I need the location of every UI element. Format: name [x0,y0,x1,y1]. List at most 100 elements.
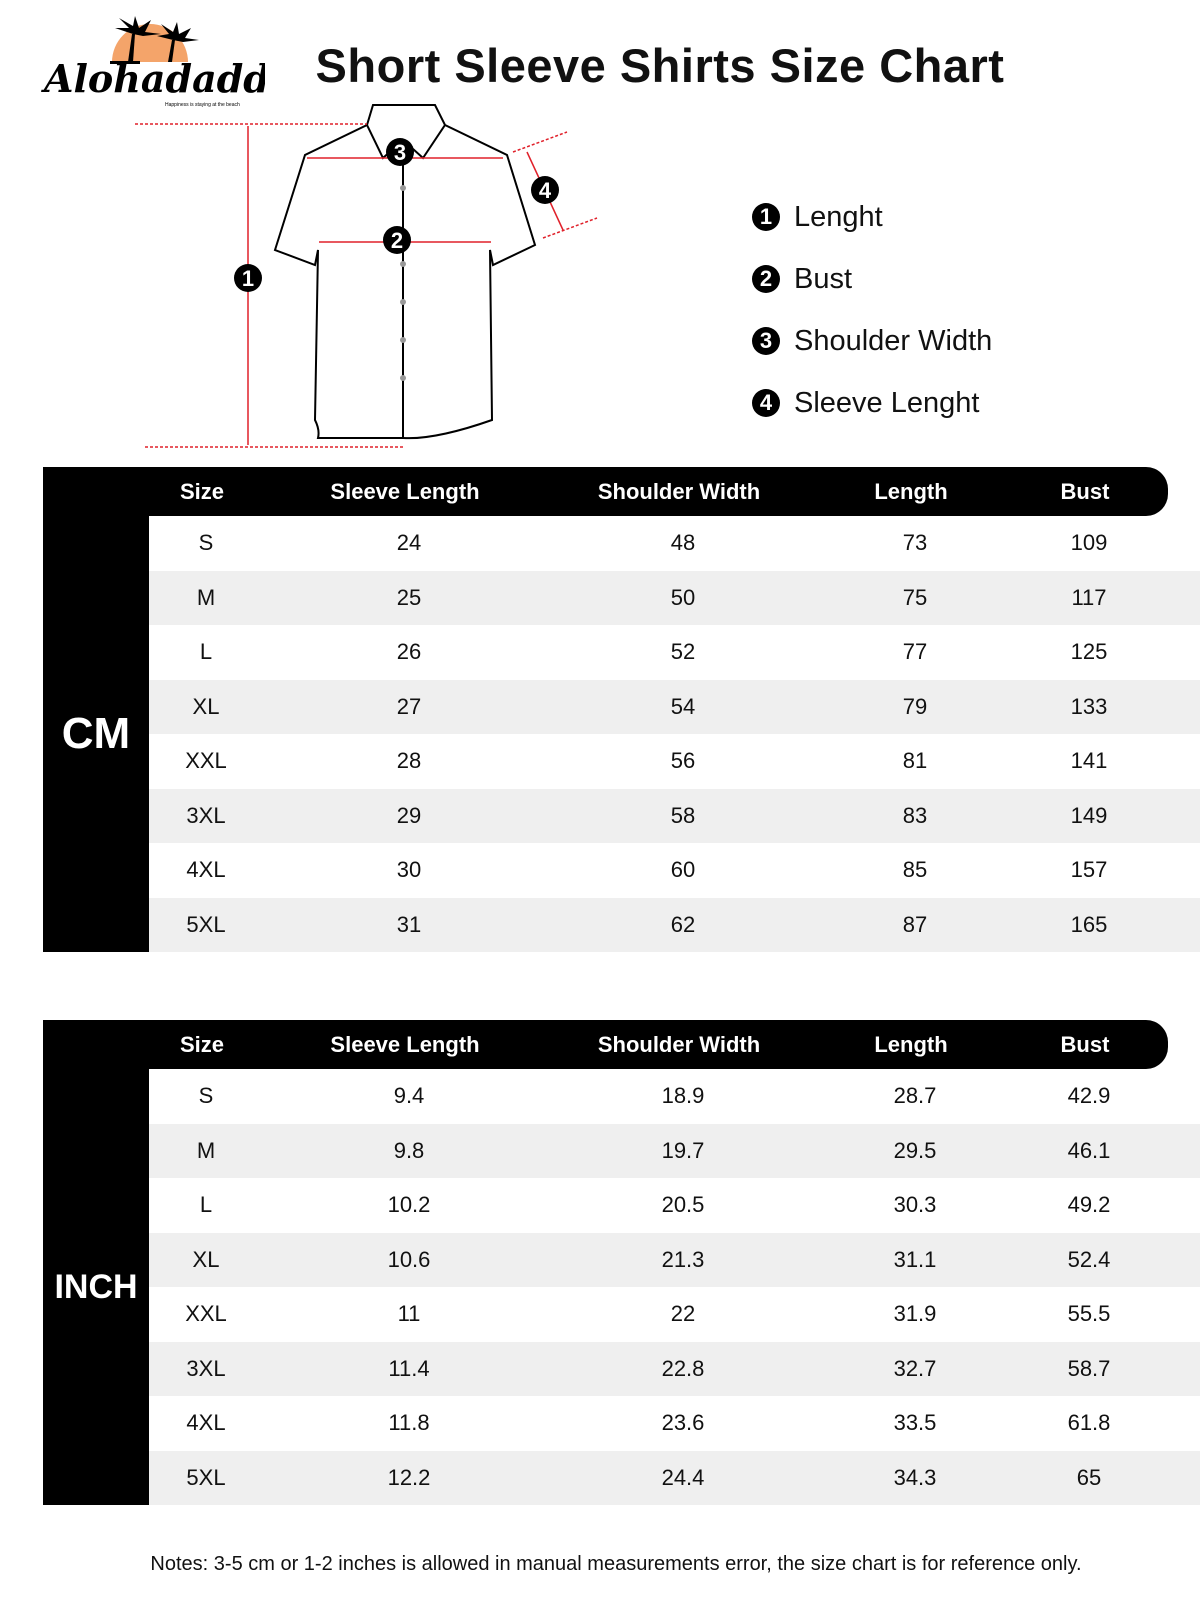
table-row: XL 27 54 79 133 [149,679,1200,734]
legend-item-bust: 2 Bust [752,248,992,310]
table-cell: 20.5 [661,1192,705,1218]
table-cell: 50 [670,584,696,610]
legend-number: 2 [752,265,780,293]
table-cell: 26 [396,639,422,665]
column-header: Size [179,1031,225,1057]
table-cell: 55.5 [1067,1301,1111,1327]
table-row: L 26 52 77 125 [149,625,1200,680]
column-header: Bust [1060,478,1110,504]
table-cell: 31 [396,911,422,937]
legend-item-length: 1 Lenght [752,186,992,248]
table-cell: S [198,1083,214,1109]
legend-label: Sleeve Lenght [794,386,980,419]
table-cell: 125 [1070,639,1108,665]
table-cell: 12.2 [387,1464,431,1490]
table-cell: 3XL [186,1355,226,1381]
table-cell: 157 [1070,857,1108,883]
table-row: S 9.4 18.9 28.7 42.9 [149,1069,1200,1124]
table-header: Size Sleeve Length Shoulder Width Length Bus… [43,467,1168,516]
table-cell: 46.1 [1067,1137,1111,1163]
table-cell: S [198,530,214,556]
table-cell: 109 [1070,530,1108,556]
table-row: M 9.8 19.7 29.5 46.1 [149,1123,1200,1178]
table-cell: M [196,1137,216,1163]
table-cell: 22.8 [661,1355,705,1381]
table-cell: 5XL [186,1464,226,1490]
table-cell: 28.7 [893,1083,937,1109]
unit-label: INCH [43,1020,149,1505]
column-header: Length [874,1031,948,1057]
table-cell: 83 [902,802,928,828]
table-cell: 117 [1071,584,1107,610]
table-cell: 149 [1070,802,1108,828]
table-cell: 29.5 [893,1137,937,1163]
size-table-cm: CM Size Sleeve Length Shoulder Width Length B… [43,467,1200,952]
table-cell: 81 [902,748,928,774]
legend-label: Shoulder Width [794,324,993,357]
table-cell: 10.2 [387,1192,431,1218]
brand-logo: Alohadaddy Happiness is staying at the b… [40,14,295,114]
table-cell: 73 [902,530,928,556]
page-title: Short Sleeve Shirts Size Chart [315,39,1005,92]
table-cell: 24.4 [661,1464,705,1490]
table-row: 4XL 11.8 23.6 33.5 61.8 [149,1396,1200,1451]
table-cell: 4XL [186,1410,226,1436]
table-cell: 28 [396,748,422,774]
table-cell: 77 [902,639,928,665]
column-header: Bust [1060,1031,1110,1057]
unit-label: CM [43,467,149,952]
table-cell: 30.3 [893,1192,937,1218]
table-cell: 30 [396,857,422,883]
table-cell: 58 [670,802,696,828]
table-cell: 11 [397,1301,421,1327]
table-row: XXL 28 56 81 141 [149,734,1200,789]
svg-text:4: 4 [539,178,552,203]
size-table-inch: INCH Size Sleeve Length Shoulder Width Lengt… [43,1020,1200,1505]
column-header: Sleeve Length [330,478,480,504]
table-cell: XL [192,693,220,719]
table-cell: 5XL [186,911,226,937]
table-cell: 75 [902,584,928,610]
table-cell: 31.9 [893,1301,937,1327]
legend-label: Bust [794,262,853,295]
table-cell: 4XL [186,857,226,883]
table-cell: XL [192,1246,220,1272]
table-cell: M [196,584,216,610]
table-cell: 23.6 [661,1410,705,1436]
table-row: M 25 50 75 117 [149,570,1200,625]
brand-tagline: Happiness is staying at the beach [165,102,240,108]
table-cell: 58.7 [1067,1355,1111,1381]
table-cell: L [199,1192,213,1218]
legend-number: 3 [752,327,780,355]
table-cell: 87 [902,911,928,937]
table-cell: 79 [902,693,928,719]
legend-item-sleeve: 4 Sleeve Lenght [752,372,992,434]
legend-number: 1 [752,203,780,231]
table-cell: 52.4 [1067,1246,1111,1272]
table-row: S 24 48 73 109 [149,516,1200,571]
table-cell: 48 [670,530,696,556]
table-cell: 52 [670,639,696,665]
table-cell: 65 [1076,1464,1102,1490]
table-cell: 42.9 [1067,1083,1111,1109]
table-cell: 9.8 [393,1137,425,1163]
table-cell: 11.8 [388,1410,430,1436]
table-cell: L [199,639,213,665]
legend-label: Lenght [794,200,883,233]
column-header: Size [179,478,225,504]
table-row: L 10.2 20.5 30.3 49.2 [149,1178,1200,1233]
table-cell: XXL [185,748,227,774]
table-row: 5XL 12.2 24.4 34.3 65 [149,1450,1200,1505]
table-cell: 133 [1070,693,1108,719]
table-cell: 31.1 [893,1246,937,1272]
table-cell: XXL [185,1301,227,1327]
table-cell: 60 [670,857,696,883]
table-cell: 54 [670,693,696,719]
table-row: XL 10.6 21.3 31.1 52.4 [149,1232,1200,1287]
column-header: Sleeve Length [330,1031,480,1057]
svg-text:3: 3 [394,140,406,165]
table-cell: 11.4 [388,1355,430,1381]
column-header: Shoulder Width [597,478,761,504]
table-cell: 18.9 [661,1083,705,1109]
shirt-measurement-diagram: 1 2 3 4 [135,100,605,456]
